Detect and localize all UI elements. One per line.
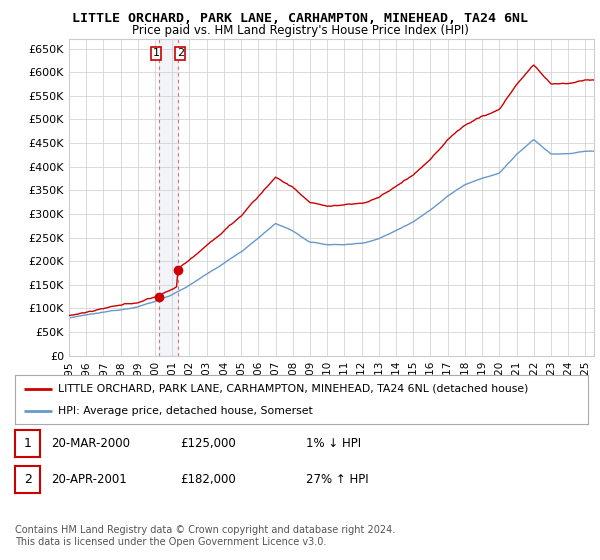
Text: £182,000: £182,000	[180, 473, 236, 486]
Text: 1: 1	[152, 48, 160, 58]
Text: 1% ↓ HPI: 1% ↓ HPI	[306, 437, 361, 450]
Text: HPI: Average price, detached house, Somerset: HPI: Average price, detached house, Some…	[58, 406, 313, 416]
Text: £125,000: £125,000	[180, 437, 236, 450]
Bar	[158, 39, 178, 356]
Text: 2: 2	[23, 473, 32, 486]
Text: 2: 2	[176, 48, 184, 58]
Text: 1: 1	[23, 437, 32, 450]
Text: Contains HM Land Registry data © Crown copyright and database right 2024.
This d: Contains HM Land Registry data © Crown c…	[15, 525, 395, 547]
Text: LITTLE ORCHARD, PARK LANE, CARHAMPTON, MINEHEAD, TA24 6NL (detached house): LITTLE ORCHARD, PARK LANE, CARHAMPTON, M…	[58, 384, 529, 394]
Text: LITTLE ORCHARD, PARK LANE, CARHAMPTON, MINEHEAD, TA24 6NL: LITTLE ORCHARD, PARK LANE, CARHAMPTON, M…	[72, 12, 528, 25]
Text: 20-MAR-2000: 20-MAR-2000	[51, 437, 130, 450]
Text: 20-APR-2001: 20-APR-2001	[51, 473, 127, 486]
Text: 27% ↑ HPI: 27% ↑ HPI	[306, 473, 368, 486]
Text: Price paid vs. HM Land Registry's House Price Index (HPI): Price paid vs. HM Land Registry's House …	[131, 24, 469, 36]
